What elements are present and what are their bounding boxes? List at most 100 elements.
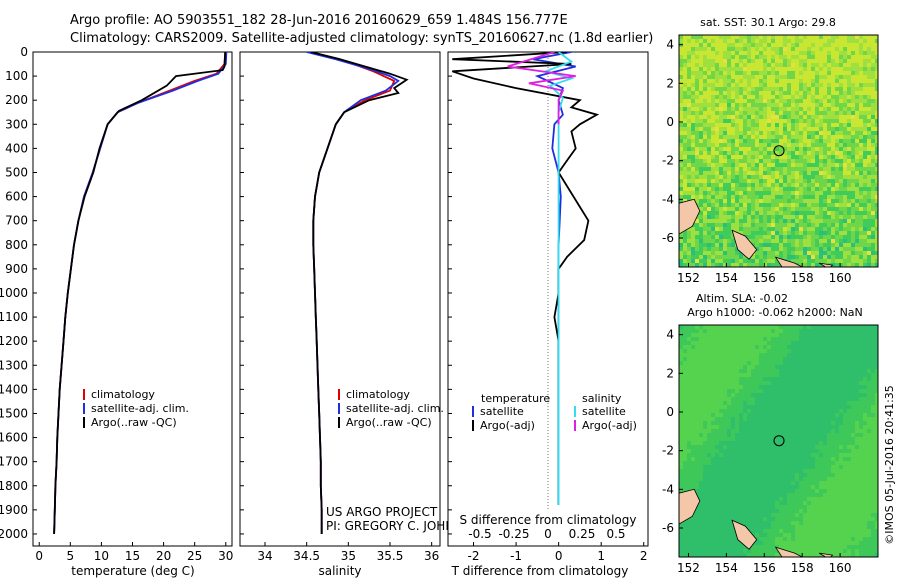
- heatmap-cell: [819, 139, 823, 143]
- heatmap-cell: [731, 171, 735, 175]
- heatmap-cell: [699, 329, 703, 333]
- heatmap-cell: [739, 377, 743, 381]
- heatmap-cell: [871, 397, 875, 401]
- heatmap-cell: [791, 243, 795, 247]
- heatmap-cell: [719, 477, 723, 481]
- heatmap-cell: [703, 75, 707, 79]
- heatmap-cell: [843, 405, 847, 409]
- heatmap-cell: [687, 59, 691, 63]
- heatmap-cell: [771, 155, 775, 159]
- heatmap-cell: [759, 449, 763, 453]
- salinity-series-group: [306, 52, 409, 534]
- heatmap-cell: [783, 75, 787, 79]
- heatmap-cell: [851, 409, 855, 413]
- heatmap-cell: [783, 95, 787, 99]
- heatmap-cell: [811, 377, 815, 381]
- heatmap-cell: [751, 449, 755, 453]
- heatmap-cell: [711, 453, 715, 457]
- heatmap-cell: [731, 481, 735, 485]
- sst-map-frame: [678, 34, 879, 268]
- heatmap-cell: [703, 115, 707, 119]
- heatmap-cell: [727, 231, 731, 235]
- heatmap-cell: [815, 473, 819, 477]
- heatmap-cell: [871, 333, 875, 337]
- heatmap-cell: [859, 259, 863, 263]
- heatmap-cell: [683, 235, 687, 239]
- heatmap-cell: [875, 159, 878, 163]
- heatmap-cell: [851, 67, 855, 71]
- heatmap-cell: [723, 421, 727, 425]
- heatmap-cell: [827, 191, 831, 195]
- heatmap-cell: [799, 329, 803, 333]
- heatmap-cell: [867, 373, 871, 377]
- heatmap-cell: [807, 135, 811, 139]
- heatmap-cell: [719, 389, 723, 393]
- heatmap-cell: [875, 473, 878, 477]
- heatmap-cell: [751, 405, 755, 409]
- heatmap-cell: [807, 47, 811, 51]
- heatmap-cell: [703, 83, 707, 87]
- heatmap-cell: [759, 183, 763, 187]
- heatmap-cell: [851, 465, 855, 469]
- heatmap-cell: [723, 195, 727, 199]
- heatmap-cell: [871, 163, 875, 167]
- heatmap-cell: [719, 461, 723, 465]
- heatmap-cell: [747, 401, 751, 405]
- heatmap-cell: [867, 43, 871, 47]
- heatmap-cell: [839, 377, 843, 381]
- heatmap-cell: [759, 227, 763, 231]
- heatmap-cell: [739, 43, 743, 47]
- heatmap-cell: [819, 235, 823, 239]
- heatmap-cell: [835, 401, 839, 405]
- heatmap-cell: [751, 111, 755, 115]
- heatmap-cell: [855, 79, 859, 83]
- heatmap-cell: [727, 167, 731, 171]
- heatmap-cell: [771, 119, 775, 123]
- heatmap-cell: [679, 83, 683, 87]
- heatmap-cell: [807, 453, 811, 457]
- heatmap-cell: [803, 251, 807, 255]
- heatmap-cell: [863, 349, 867, 353]
- heatmap-cell: [867, 401, 871, 405]
- heatmap-cell: [743, 377, 747, 381]
- heatmap-cell: [731, 223, 735, 227]
- heatmap-cell: [743, 255, 747, 259]
- heatmap-cell: [695, 393, 699, 397]
- heatmap-cell: [747, 357, 751, 361]
- heatmap-cell: [783, 417, 787, 421]
- heatmap-cell: [783, 107, 787, 111]
- heatmap-cell: [723, 469, 727, 473]
- heatmap-cell: [699, 163, 703, 167]
- heatmap-cell: [731, 393, 735, 397]
- heatmap-cell: [787, 143, 791, 147]
- heatmap-cell: [723, 449, 727, 453]
- heatmap-cell: [815, 353, 819, 357]
- heatmap-cell: [727, 429, 731, 433]
- heatmap-cell: [683, 473, 687, 477]
- heatmap-cell: [679, 91, 683, 95]
- heatmap-cell: [799, 477, 803, 481]
- heatmap-cell: [815, 239, 819, 243]
- heatmap-cell: [779, 465, 783, 469]
- heatmap-cell: [727, 251, 731, 255]
- heatmap-cell: [791, 457, 795, 461]
- heatmap-cell: [835, 99, 839, 103]
- heatmap-cell: [699, 381, 703, 385]
- heatmap-cell: [767, 401, 771, 405]
- heatmap-cell: [703, 333, 707, 337]
- heatmap-cell: [719, 171, 723, 175]
- heatmap-cell: [843, 147, 847, 151]
- heatmap-cell: [831, 171, 835, 175]
- heatmap-cell: [679, 393, 683, 397]
- heatmap-cell: [739, 131, 743, 135]
- heatmap-cell: [851, 163, 855, 167]
- heatmap-cell: [839, 111, 843, 115]
- heatmap-cell: [791, 119, 795, 123]
- heatmap-cell: [815, 131, 819, 135]
- heatmap-cell: [839, 207, 843, 211]
- heatmap-cell: [839, 465, 843, 469]
- heatmap-cell: [791, 429, 795, 433]
- heatmap-cell: [871, 155, 875, 159]
- heatmap-cell: [787, 247, 791, 251]
- heatmap-cell: [835, 473, 839, 477]
